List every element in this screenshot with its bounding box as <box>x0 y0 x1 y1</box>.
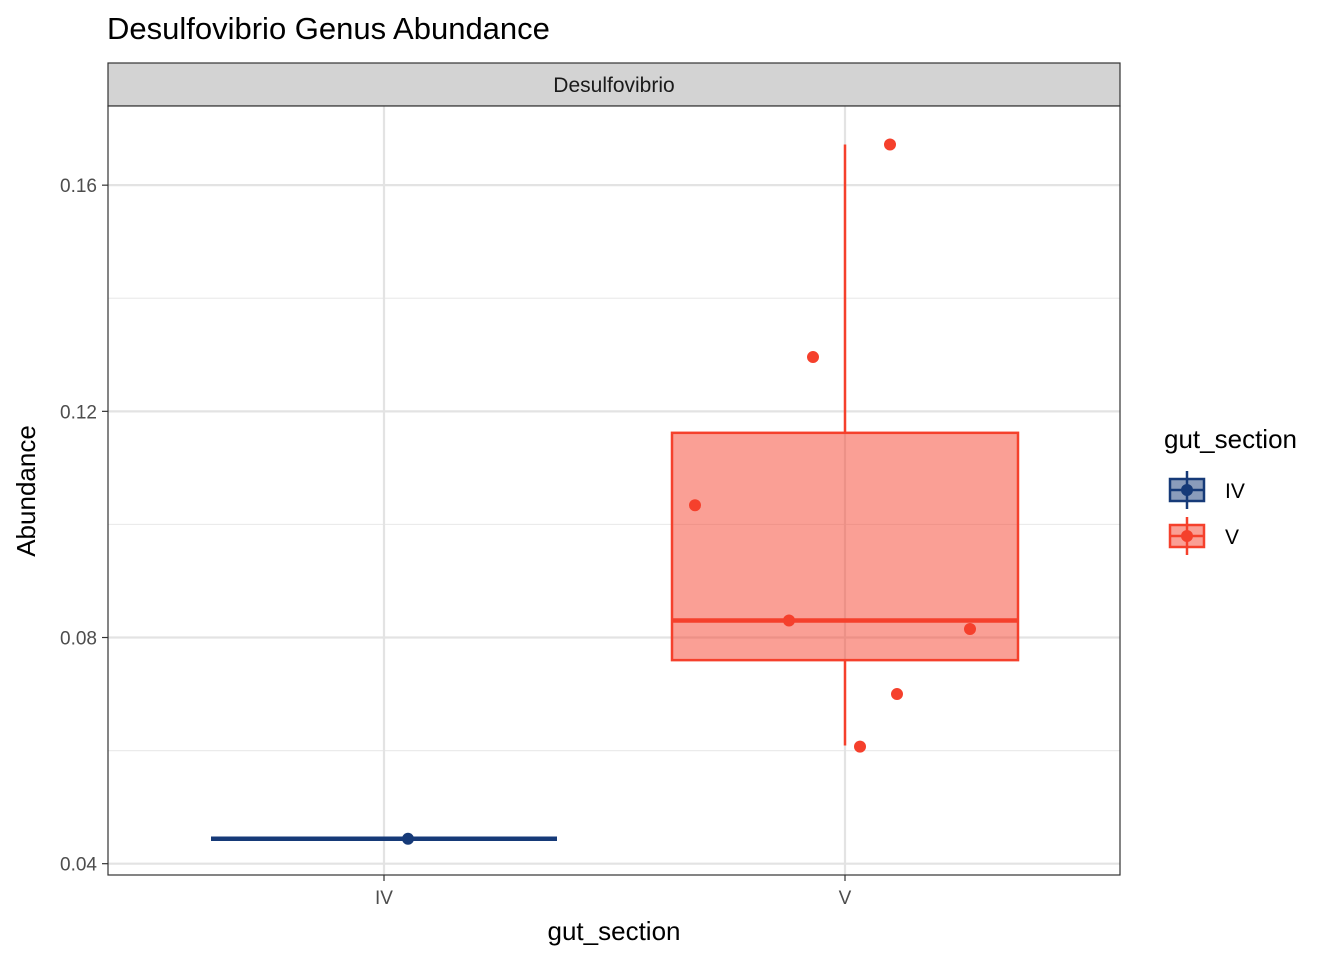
legend-item-IV: IV <box>1168 471 1245 509</box>
x-tick-label: V <box>839 888 852 909</box>
y-axis: 0.04 0.08 0.12 0.16 <box>60 176 108 876</box>
data-point-V <box>807 351 819 364</box>
data-points <box>402 138 976 845</box>
data-point-V <box>783 614 795 627</box>
y-tick-label: 0.04 <box>60 855 97 876</box>
data-point-V <box>689 499 701 512</box>
y-tick-label: 0.12 <box>60 402 97 423</box>
legend-label: IV <box>1225 480 1245 503</box>
facet-strip <box>107 62 1121 107</box>
grid-lines <box>108 106 1120 875</box>
legend-key-point <box>1181 530 1193 542</box>
data-point-V <box>964 623 976 636</box>
y-tick-label: 0.16 <box>60 176 97 197</box>
y-axis-title: Abundance <box>11 425 41 557</box>
legend-item-V: V <box>1168 517 1239 555</box>
boxplots <box>211 144 1020 842</box>
plot-border <box>107 105 1121 876</box>
data-point-V <box>884 138 896 151</box>
legend-label: V <box>1225 526 1239 549</box>
facet-strip-label: Desulfovibrio <box>553 74 674 97</box>
data-point-V <box>854 740 866 753</box>
boxplot-V <box>670 144 1020 746</box>
data-point-IV <box>402 832 414 845</box>
legend: IV V <box>1168 471 1245 555</box>
legend-key-point <box>1181 484 1193 496</box>
x-tick-label: IV <box>375 888 393 909</box>
x-axis-title: gut_section <box>548 916 681 946</box>
chart-title: Desulfovibrio Genus Abundance <box>107 11 550 46</box>
data-point-V <box>891 688 903 701</box>
legend-title: gut_section <box>1164 424 1297 454</box>
x-axis: IV V <box>375 875 852 909</box>
y-tick-label: 0.08 <box>60 629 97 650</box>
